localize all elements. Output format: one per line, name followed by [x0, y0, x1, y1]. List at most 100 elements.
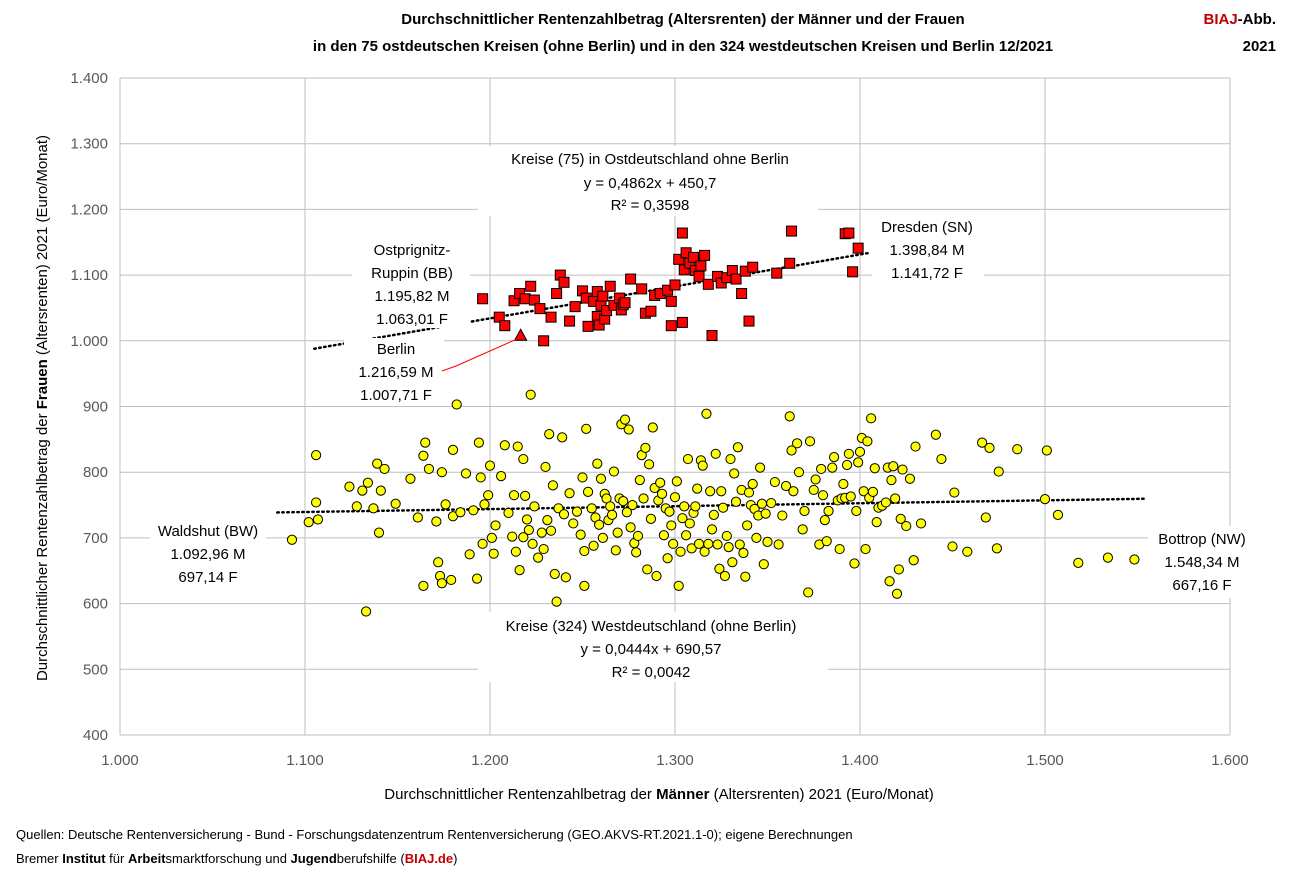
point-west: [490, 520, 501, 531]
y-tick-label: 600: [83, 596, 108, 613]
point-west: [679, 501, 690, 512]
point-west: [993, 466, 1004, 477]
point-west: [677, 513, 688, 524]
point-west: [577, 472, 588, 483]
point-west: [684, 518, 695, 529]
point-west: [638, 493, 649, 504]
point-west: [658, 530, 670, 541]
point-west: [618, 496, 629, 507]
point-west: [690, 501, 701, 512]
point-west: [701, 408, 712, 419]
point-west: [725, 453, 736, 465]
point-west: [344, 481, 355, 492]
point-west: [582, 486, 594, 498]
point-west: [423, 463, 435, 475]
y-tick-label: 1.000: [70, 333, 108, 350]
point-west: [718, 502, 729, 513]
point-west: [834, 543, 845, 555]
point-west: [518, 532, 529, 543]
label-backgrounds: [150, 146, 1256, 682]
tick-labels: 400 500 600 700 800 900 1.000 1.100 1.200 1.300 1.…: [70, 70, 1248, 769]
chart-title-line2: in den 75 ostdeutschen Kreisen (ohne Ber…: [313, 38, 1053, 55]
point-west: [436, 467, 447, 478]
point-west: [808, 484, 819, 496]
point-west: [895, 513, 906, 524]
point-west: [390, 498, 401, 509]
point-west: [560, 572, 571, 583]
point-west: [880, 497, 892, 508]
point-west: [608, 466, 620, 477]
point-west: [594, 519, 605, 530]
point-west: [697, 460, 708, 471]
point-west: [910, 441, 921, 452]
point-east: [525, 280, 537, 292]
point-west: [418, 450, 429, 461]
y-tick-label: 400: [83, 727, 108, 744]
point-west: [496, 471, 507, 482]
point-west: [682, 453, 694, 465]
point-west: [412, 512, 423, 523]
y-tick-label: 700: [83, 530, 108, 547]
point-west: [568, 518, 579, 529]
point-west: [303, 517, 314, 528]
point-west: [311, 450, 322, 461]
point-west: [991, 543, 1003, 554]
point-west: [508, 490, 520, 501]
point-east: [619, 297, 631, 309]
point-west: [588, 540, 599, 551]
svg-text:1.007,71 F: 1.007,71 F: [360, 387, 432, 404]
point-east: [743, 315, 755, 327]
point-west: [1012, 444, 1023, 455]
point-west: [692, 483, 703, 494]
point-west: [575, 529, 586, 540]
point-west: [762, 536, 773, 547]
brand-badge: BIAJ-Abb.: [1203, 11, 1276, 28]
point-west: [706, 524, 718, 535]
point-west: [518, 453, 529, 465]
point-west: [827, 462, 838, 473]
point-west: [890, 493, 901, 504]
x-tick-label: 1.600: [1211, 752, 1249, 769]
point-east: [702, 278, 714, 290]
point-east: [636, 283, 648, 295]
point-west: [664, 506, 675, 517]
point-west: [520, 490, 531, 501]
point-west: [714, 563, 725, 574]
point-west: [723, 541, 734, 553]
point-west: [712, 539, 723, 550]
point-east: [843, 227, 855, 239]
point-west: [729, 468, 740, 479]
point-west: [475, 472, 486, 483]
point-west: [533, 552, 544, 563]
point-west: [612, 527, 623, 538]
point-west: [605, 501, 616, 512]
point-west: [464, 549, 475, 560]
point-west: [286, 534, 298, 545]
point-west: [451, 399, 462, 410]
point-west: [693, 538, 705, 549]
x-tick-label: 1.300: [656, 752, 694, 769]
point-west: [891, 588, 903, 599]
point-west: [523, 524, 534, 536]
point-west: [1102, 552, 1114, 563]
point-east: [477, 293, 489, 305]
y-tick-label: 1.400: [70, 70, 108, 87]
x-tick-label: 1.200: [471, 752, 509, 769]
point-west: [816, 463, 827, 475]
svg-text:697,14 F: 697,14 F: [178, 569, 237, 586]
point-west: [740, 571, 751, 582]
point-west: [841, 459, 853, 471]
point-west: [980, 512, 991, 523]
point-west: [645, 513, 657, 524]
point-west: [901, 520, 912, 532]
point-west: [362, 477, 373, 488]
point-west: [640, 442, 651, 453]
point-west: [666, 520, 677, 531]
point-west: [803, 587, 814, 598]
point-west: [766, 497, 777, 509]
callout-bottrop: Bottrop (NW) 1.548,34 M 667,16 F: [1158, 531, 1246, 594]
point-east: [597, 290, 609, 302]
point-west: [351, 501, 362, 512]
point-west: [564, 488, 575, 499]
